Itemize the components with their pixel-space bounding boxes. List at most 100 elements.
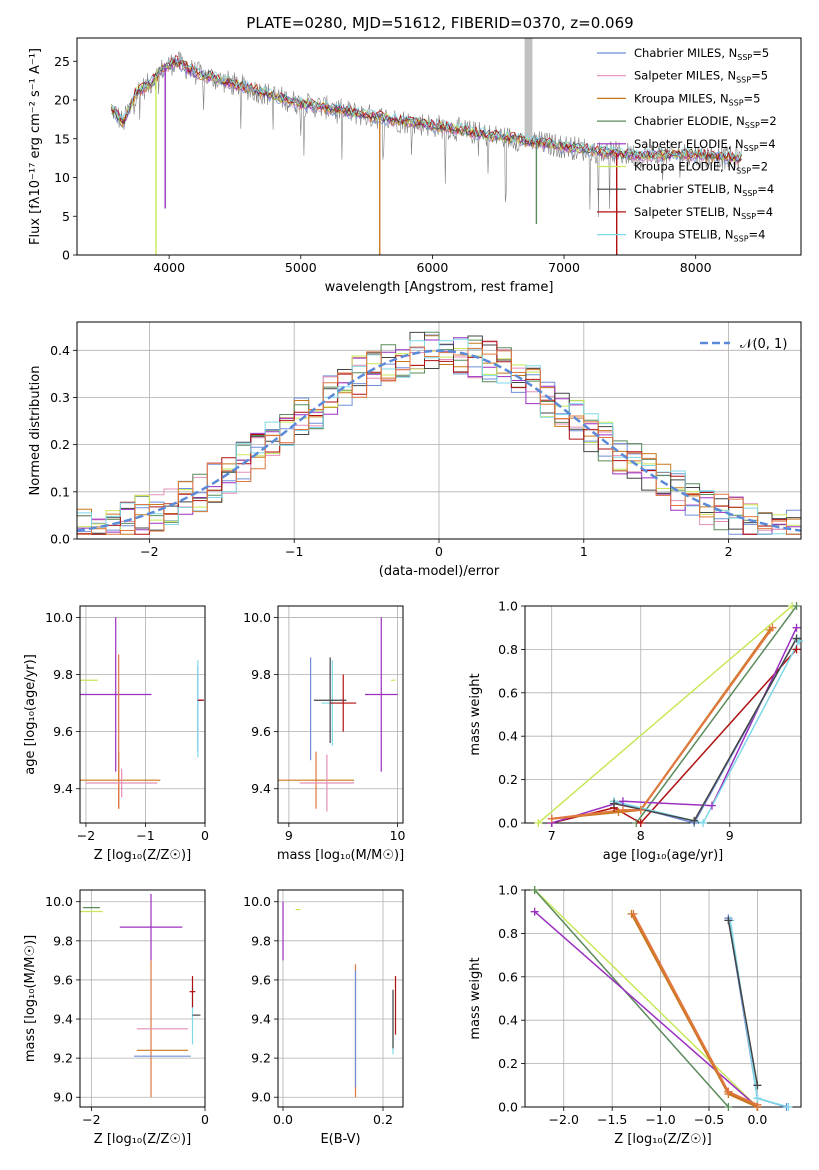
legend-label: Kroupa MILES, NSSP=5 <box>634 91 760 107</box>
x-axis-label: Z [log₁₀(Z/Z☉)] <box>94 848 191 863</box>
x-tick-label: −1 <box>136 828 154 843</box>
y-tick-label: 10.0 <box>243 894 271 909</box>
axes-frame <box>79 605 206 824</box>
y-tick-label: 5 <box>62 209 70 224</box>
x-tick-label: −2 <box>82 1112 100 1127</box>
y-tick-label: 0.4 <box>498 1013 518 1028</box>
line-kroupa_elodie <box>537 606 793 823</box>
x-tick-label: −2 <box>140 544 158 559</box>
line-orange <box>632 913 758 1106</box>
plot-area-spectrum <box>110 38 742 255</box>
x-axis-label: mass [log₁₀(M/M☉)] <box>277 848 404 863</box>
y-tick-label: 25 <box>54 54 70 69</box>
gaussian-curve <box>77 349 801 532</box>
plot-area-mass_vs_ebv <box>282 901 397 1098</box>
axes-frame <box>524 605 802 824</box>
hist-kroupa_stelib <box>77 338 801 535</box>
x-axis-label: age [log₁₀(age/yr)] <box>603 848 724 863</box>
marker-orange <box>629 909 638 918</box>
x-tick-label: −1.0 <box>645 1112 675 1127</box>
y-tick-label: 9.2 <box>53 1051 73 1066</box>
x-tick-label: 9 <box>285 828 293 843</box>
x-tick-label: 1 <box>580 544 588 559</box>
x-axis-label: E(B-V) <box>320 1132 360 1147</box>
line-chabrier_stelib <box>727 920 759 1086</box>
marker-kroupa_miles <box>614 808 623 817</box>
marker-salpeter_stelib <box>792 645 801 654</box>
x-axis-label: Z [log₁₀(Z/Z☉)] <box>94 1132 191 1147</box>
legend-label: Salpeter STELIB, NSSP=4 <box>634 205 773 221</box>
legend-label: Salpeter ELODIE, NSSP=4 <box>634 137 776 153</box>
y-axis-label: Flux [fλ10⁻¹⁷ erg cm⁻² s⁻¹ A⁻¹] <box>28 48 43 245</box>
y-tick-label: 0.6 <box>498 969 518 984</box>
legend-label: Kroupa STELIB, NSSP=4 <box>634 228 765 244</box>
plot-mass_vs_ebv: 0.0 0.2 9.0 9.2 9.4 9.6 9.8 10.0 E(B-V) <box>243 889 404 1147</box>
axes-frame <box>277 605 404 824</box>
marker-chabrier_elodie <box>792 602 801 610</box>
legend-label: 𝒩(0, 1) <box>740 337 787 352</box>
x-tick-label: −2.0 <box>549 1112 579 1127</box>
line-kroupa_stelib <box>729 920 789 1107</box>
x-tick-label: 0 <box>435 544 443 559</box>
marker-orange <box>636 805 645 814</box>
plot-weight_vs_z: −2.0 −1.5 −1.0 −0.5 0.0 0.0 0.2 0.4 0.6 0.8 1.0 Z [… <box>468 883 802 1147</box>
y-axis-label: Normed distribution <box>28 366 43 496</box>
axes-frame <box>79 889 206 1108</box>
legend-label: Chabrier MILES, NSSP=5 <box>634 46 769 62</box>
x-tick-label: −1 <box>285 544 303 559</box>
y-tick-label: 0.4 <box>498 729 518 744</box>
hist-salpeter_stelib <box>77 340 801 535</box>
legend-label: Chabrier ELODIE, NSSP=2 <box>634 114 777 130</box>
y-tick-label: 0.2 <box>50 437 70 452</box>
y-tick-label: 9.6 <box>251 972 271 987</box>
marker-orange <box>618 805 627 814</box>
marker-salpeter_elodie <box>792 623 801 632</box>
y-tick-label: 0.0 <box>50 532 70 547</box>
y-tick-label: 1.0 <box>498 883 518 898</box>
emission-spike <box>524 38 533 147</box>
x-tick-label: 9 <box>726 828 734 843</box>
plot-area-residual_hist <box>77 331 801 535</box>
x-tick-label: 8000 <box>680 260 712 275</box>
plot-mass_vs_z: −2 0 9.0 9.2 9.4 9.6 9.8 10.0 Z [log₁₀(Z/Z☉)] mas… <box>23 889 209 1147</box>
model-salpeter_stelib <box>110 54 742 162</box>
marker-chabrier_stelib <box>792 634 801 643</box>
marker-kroupa_stelib <box>699 819 708 827</box>
y-tick-label: 15 <box>54 131 70 146</box>
y-axis-label: age [log₁₀(age/yr)] <box>23 654 38 775</box>
y-tick-label: 9.4 <box>53 1012 73 1027</box>
legend-label: Salpeter MILES, NSSP=5 <box>634 69 768 85</box>
plot-age_vs_z: −2 −1 0 9.4 9.6 9.8 10.0 Z [log₁₀(Z/Z☉)] age [lo… <box>23 605 209 863</box>
x-tick-label: 5000 <box>285 260 317 275</box>
legend: Chabrier MILES, NSSP=5 Salpeter MILES, NS… <box>597 46 777 244</box>
y-tick-label: 9.8 <box>53 667 73 682</box>
x-tick-label: 0.2 <box>373 1112 393 1127</box>
y-tick-label: 0.0 <box>498 1100 518 1115</box>
y-tick-label: 20 <box>54 93 70 108</box>
line-kroupa_miles <box>630 913 758 1107</box>
legend-label: Kroupa ELODIE, NSSP=2 <box>634 160 768 176</box>
y-tick-label: 9.0 <box>53 1090 73 1105</box>
y-tick-label: 10.0 <box>243 610 271 625</box>
line-chabrier_elodie <box>635 606 798 823</box>
marker-orange <box>768 623 777 632</box>
line-kroupa_elodie <box>534 890 758 1107</box>
marker-kroupa_stelib <box>753 1094 762 1103</box>
x-tick-label: 6000 <box>417 260 449 275</box>
line-chabrier_elodie <box>534 890 729 1107</box>
x-tick-label: 7000 <box>548 260 580 275</box>
y-tick-label: 9.2 <box>251 1051 271 1066</box>
x-tick-label: −2 <box>77 828 95 843</box>
plot-residual_hist: −2 −1 0 1 2 0.0 0.1 0.2 0.3 0.4 (data-model)/error… <box>28 321 802 579</box>
y-tick-label: 0.1 <box>50 484 70 499</box>
plot-spectrum: 4000 5000 6000 7000 8000 0 5 10 15 20 25 wavelength… <box>28 37 802 295</box>
chart-title: PLATE=0280, MJD=51612, FIBERID=0370, z=0… <box>246 14 633 32</box>
marker-chabrier_stelib <box>690 816 699 825</box>
y-tick-label: 0.2 <box>498 772 518 787</box>
y-tick-label: 10.0 <box>45 610 73 625</box>
x-tick-label: 2 <box>725 544 733 559</box>
axes-frame <box>277 889 404 1108</box>
legend-label: Chabrier STELIB, NSSP=4 <box>634 182 774 198</box>
plot-area-mass_vs_z <box>80 893 201 1098</box>
